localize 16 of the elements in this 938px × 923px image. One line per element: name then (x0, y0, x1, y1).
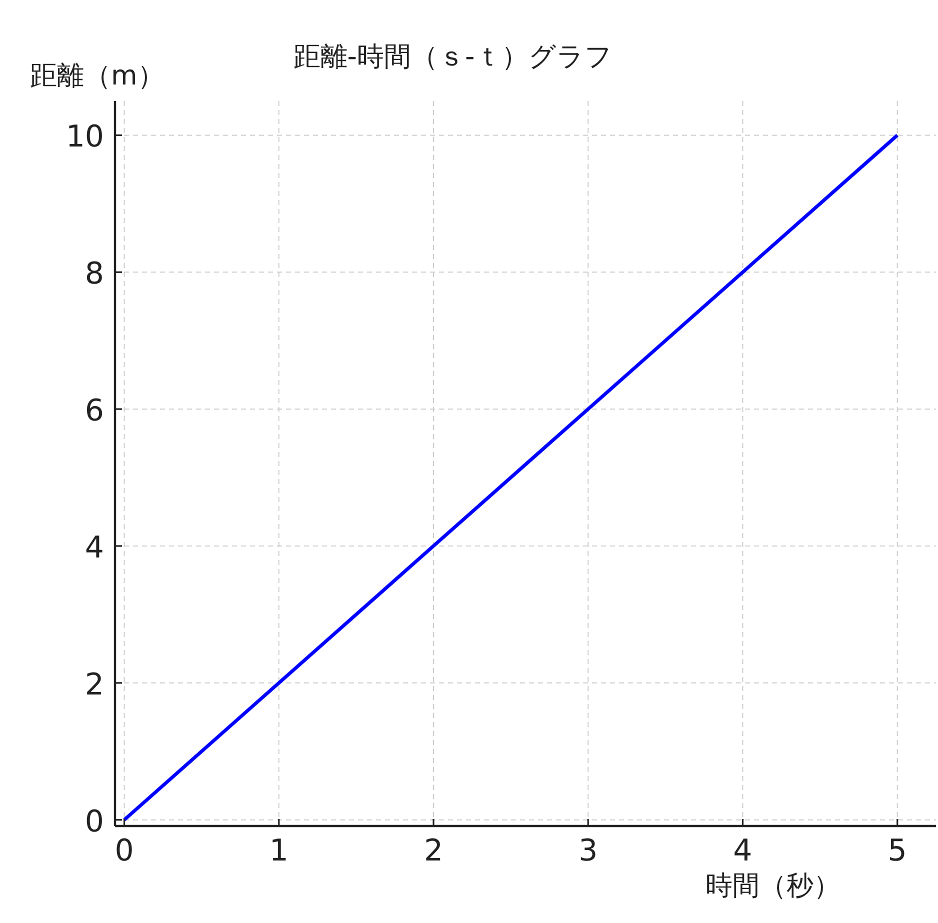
x-axis-title: 時間（秒） (706, 870, 840, 902)
x-tick-label: 5 (888, 834, 907, 868)
chart-title: 距離-時間（ｓ-ｔ）グラフ (293, 42, 613, 72)
y-tick-label: 2 (84, 667, 104, 702)
y-axis-title: 距離（m） (30, 60, 164, 92)
y-tick-label: 6 (84, 394, 104, 429)
x-tick-label: 1 (269, 834, 288, 868)
x-tick-label: 3 (578, 834, 598, 868)
y-tick-label: 8 (84, 256, 104, 292)
line-series (122, 133, 900, 822)
x-tick-label: 2 (424, 834, 444, 868)
x-tick-label: 0 (114, 834, 134, 868)
y-tick-label: 0 (84, 804, 104, 840)
y-tick-label: 4 (84, 530, 104, 566)
y-tick-label: 10 (66, 120, 104, 155)
x-tick-label: 4 (733, 834, 752, 868)
